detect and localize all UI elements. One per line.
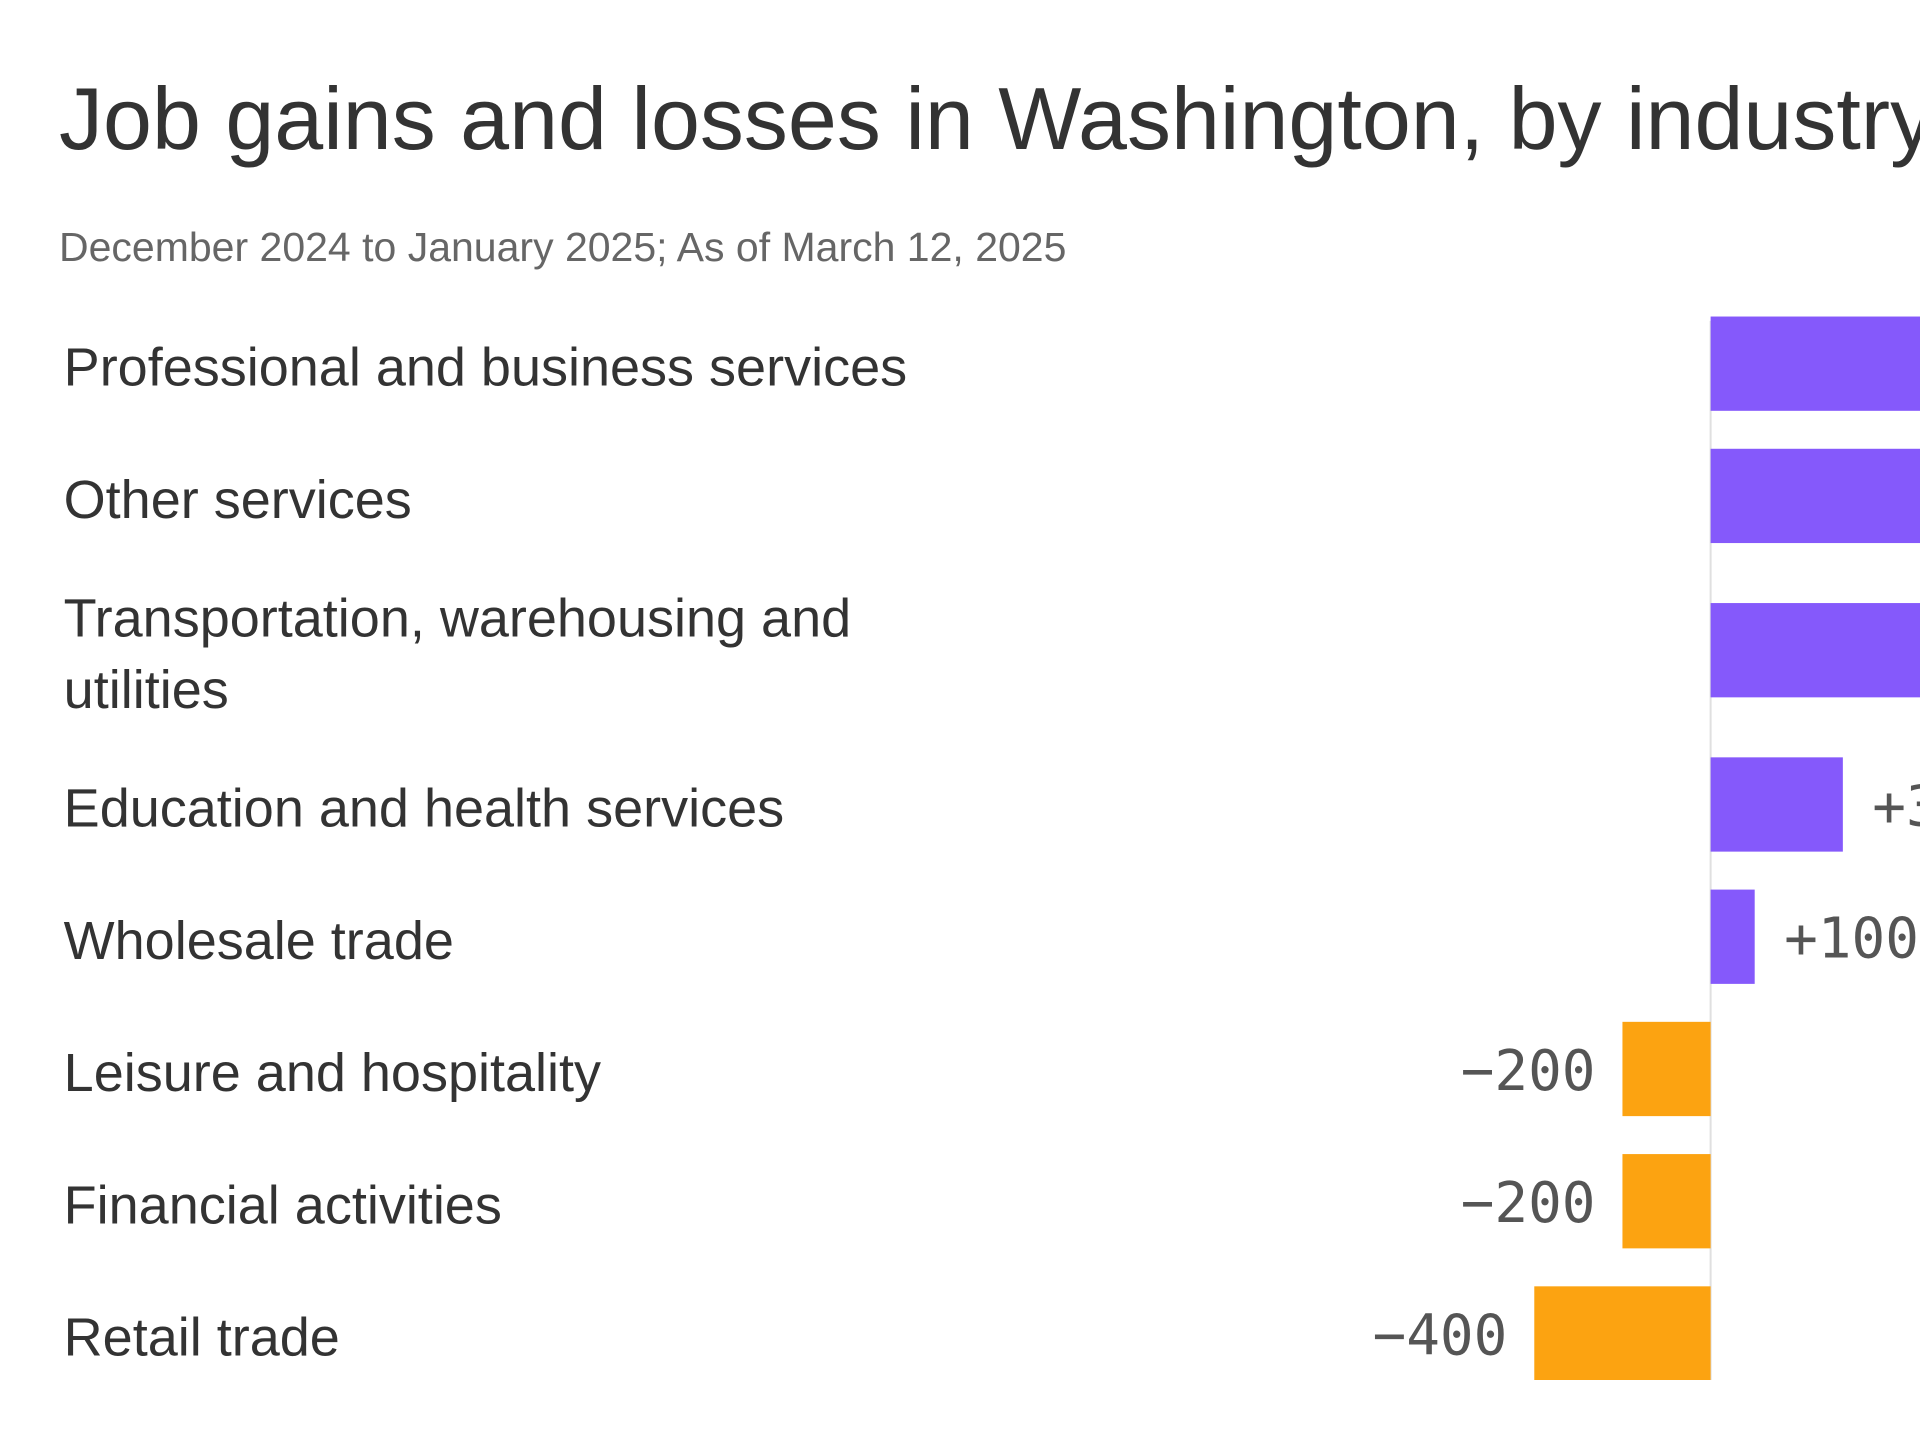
chart-subtitle: December 2024 to January 2025; As of Mar…: [59, 224, 1066, 270]
value-label: +300: [1872, 774, 1920, 839]
bar: [1710, 889, 1755, 984]
bar: [1534, 1286, 1711, 1380]
category-label: Leisure and hospitality: [64, 1043, 601, 1103]
value-label: −200: [1461, 1171, 1596, 1236]
category-label: Education and health services: [64, 779, 784, 839]
chart-title: Job gains and losses in Washington, by i…: [59, 69, 1920, 168]
bar: [1710, 603, 1920, 698]
category-label: Financial activities: [64, 1175, 502, 1235]
bar: [1622, 1021, 1711, 1117]
category-label: Retail trade: [64, 1308, 340, 1368]
bar: [1710, 448, 1920, 544]
value-label: −400: [1372, 1303, 1507, 1368]
bar: [1622, 1154, 1711, 1249]
value-label: −200: [1461, 1039, 1596, 1104]
category-label: Transportation, warehousing and utilities: [64, 589, 851, 720]
category-label: Professional and business services: [64, 338, 907, 398]
value-label: +100: [1784, 907, 1919, 972]
bar: [1710, 757, 1843, 852]
category-label: Wholesale trade: [64, 911, 454, 971]
bar: [1710, 316, 1920, 411]
category-label: Other services: [64, 470, 412, 530]
plot-area: Professional and business services Other …: [64, 316, 1920, 1380]
